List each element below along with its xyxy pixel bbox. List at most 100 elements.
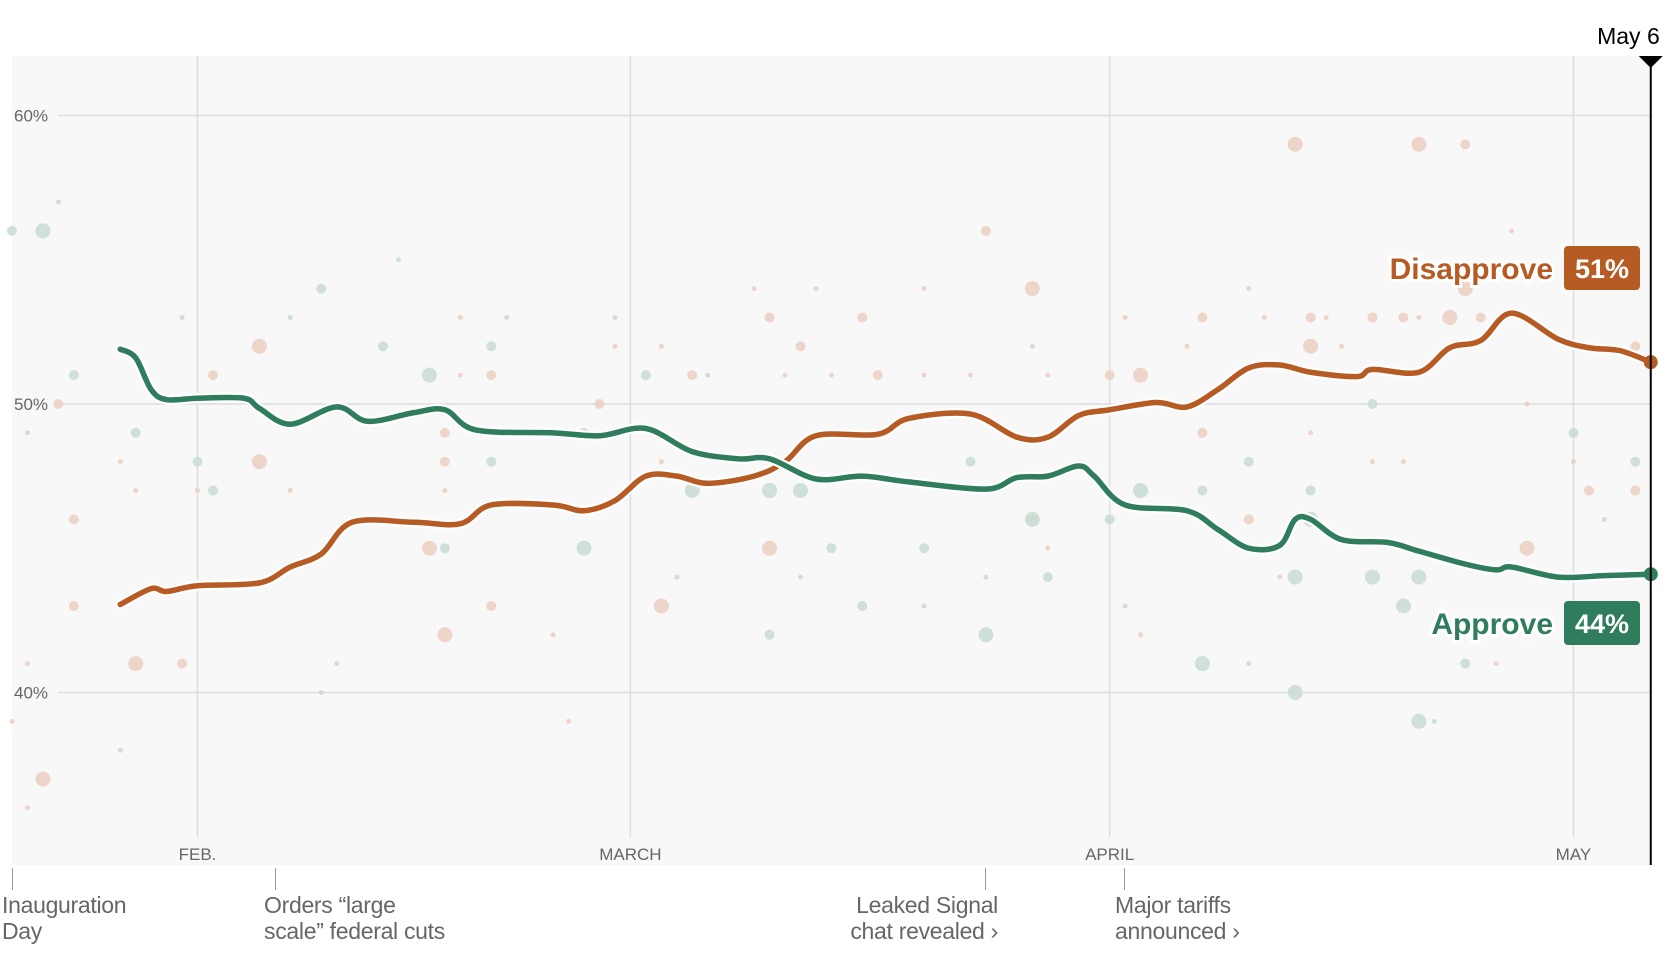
- disapprove-poll-dot: [251, 454, 267, 470]
- disapprove-poll-dot: [1583, 485, 1594, 496]
- disapprove-poll-dot: [921, 286, 927, 292]
- approve-poll-dot: [1601, 516, 1607, 522]
- disapprove-poll-dot: [1133, 367, 1149, 383]
- disapprove-poll-dot: [24, 661, 30, 667]
- annotation-line: Major tariffs: [1115, 892, 1231, 918]
- annotation-signal-chat-link[interactable]: Leaked Signal chat revealed ›: [850, 892, 998, 944]
- y-tick-label: 60%: [14, 107, 48, 126]
- approve-poll-dot: [919, 543, 930, 554]
- disapprove-poll-dot: [442, 488, 448, 494]
- disapprove-poll-dot: [566, 718, 572, 724]
- disapprove-poll-dot: [1045, 372, 1051, 378]
- disapprove-poll-dot: [1246, 286, 1252, 292]
- disapprove-poll-dot: [1305, 312, 1316, 323]
- disapprove-poll-dot: [1339, 343, 1345, 349]
- disapprove-poll-dot: [251, 338, 267, 354]
- approve-poll-dot: [576, 540, 592, 556]
- approve-poll-dot: [1243, 456, 1254, 467]
- approve-poll-dot: [1287, 685, 1303, 700]
- approve-poll-dot: [921, 603, 927, 609]
- disapprove-poll-dot: [421, 540, 437, 556]
- disapprove-poll-dot: [1287, 136, 1303, 152]
- approve-poll-dot: [612, 314, 618, 320]
- disapprove-poll-dot: [1303, 338, 1319, 354]
- approve-poll-dot: [1411, 569, 1427, 585]
- disapprove-poll-dot: [35, 771, 51, 787]
- approve-poll-dot: [684, 483, 700, 499]
- disapprove-poll-dot: [872, 370, 883, 381]
- x-tick-label: MARCH: [599, 845, 661, 864]
- disapprove-poll-dot: [9, 718, 15, 724]
- approve-poll-dot: [504, 314, 510, 320]
- disapprove-poll-dot: [68, 514, 79, 525]
- disapprove-poll-dot: [207, 370, 218, 381]
- disapprove-poll-dot: [1519, 540, 1535, 556]
- approve-poll-dot: [318, 690, 324, 695]
- x-tick-label: MAY: [1556, 845, 1592, 864]
- annotation-tick-tariffs: [1124, 868, 1125, 890]
- disapprove-poll-dot: [653, 598, 669, 614]
- disapprove-poll-dot: [177, 658, 188, 669]
- disapprove-poll-dot: [457, 314, 463, 320]
- approve-poll-dot: [674, 574, 680, 580]
- annotation-tariffs-link[interactable]: Major tariffs announced ›: [1115, 892, 1240, 944]
- disapprove-poll-dot: [128, 656, 144, 672]
- disapprove-poll-dot: [1184, 343, 1190, 349]
- disapprove-poll-dot: [68, 600, 79, 611]
- approve-poll-dot: [486, 456, 497, 467]
- approve-poll-dot: [640, 370, 651, 381]
- approve-poll-dot: [1122, 603, 1128, 609]
- approve-poll-dot: [983, 574, 989, 580]
- annotation-tick-federal-cuts: [275, 868, 276, 890]
- disapprove-poll-dot: [980, 225, 991, 236]
- approve-poll-dot: [117, 747, 123, 753]
- approve-poll-dot: [1133, 483, 1149, 499]
- annotation-tick-inauguration: [12, 868, 13, 890]
- approve-poll-dot: [965, 456, 976, 467]
- disapprove-poll-dot: [457, 372, 463, 378]
- disapprove-poll-dot: [486, 600, 497, 611]
- disapprove-poll-dot: [1411, 136, 1427, 152]
- approve-poll-dot: [1364, 569, 1380, 585]
- disapprove-poll-dot: [1400, 459, 1406, 465]
- disapprove-poll-dot: [437, 627, 453, 643]
- approve-poll-dot: [396, 257, 401, 263]
- approve-poll-dot: [1194, 656, 1210, 672]
- approve-poll-dot: [1431, 718, 1437, 724]
- disapprove-poll-dot: [751, 286, 757, 292]
- approve-poll-dot: [1460, 658, 1471, 669]
- approve-poll-dot: [68, 370, 79, 381]
- approve-poll-dot: [287, 314, 293, 320]
- approve-poll-dot: [1246, 661, 1252, 667]
- approve-poll-dot: [1305, 485, 1316, 496]
- disapprove-poll-dot: [1367, 312, 1378, 323]
- y-tick-label: 50%: [14, 395, 48, 414]
- disapprove-poll-dot: [594, 399, 605, 409]
- annotation-line: announced ›: [1115, 918, 1240, 944]
- annotation-tick-signal-chat: [985, 868, 986, 890]
- disapprove-poll-dot: [1323, 314, 1329, 320]
- disapprove-poll-dot: [828, 372, 834, 378]
- approve-average-line: [117, 346, 1654, 581]
- disapprove-poll-dot: [921, 372, 927, 378]
- approve-poll-dot: [7, 225, 17, 236]
- disapprove-poll-dot: [1277, 574, 1283, 580]
- disapprove-badge: [1564, 246, 1640, 290]
- disapprove-poll-dot: [1493, 661, 1499, 667]
- disapprove-poll-dot: [486, 370, 497, 381]
- disapprove-poll-dot: [439, 456, 450, 467]
- disapprove-average-line: [117, 310, 1654, 608]
- disapprove-poll-dot: [687, 370, 698, 381]
- approve-poll-dot: [316, 283, 327, 294]
- annotation-line: Orders “large: [264, 892, 396, 918]
- annotation-federal-cuts: Orders “large scale” federal cuts: [264, 892, 445, 944]
- approve-badge: [1564, 601, 1640, 645]
- approve-label: Approve: [1431, 608, 1553, 641]
- disapprove-badge-value: 51%: [1575, 254, 1629, 284]
- approve-badge-value: 44%: [1575, 609, 1629, 639]
- approve-poll-dot: [55, 199, 61, 205]
- disapprove-poll-dot: [1122, 314, 1128, 320]
- disapprove-poll-dot: [133, 488, 139, 494]
- disapprove-poll-dot: [1457, 281, 1473, 297]
- annotation-inauguration-day: Inauguration Day: [2, 892, 127, 944]
